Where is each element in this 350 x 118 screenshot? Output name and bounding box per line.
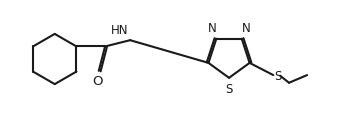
Text: N: N — [208, 22, 217, 35]
Text: N: N — [241, 22, 250, 35]
Text: O: O — [92, 75, 102, 88]
Text: S: S — [274, 70, 282, 83]
Text: S: S — [225, 83, 233, 96]
Text: HN: HN — [111, 24, 128, 37]
